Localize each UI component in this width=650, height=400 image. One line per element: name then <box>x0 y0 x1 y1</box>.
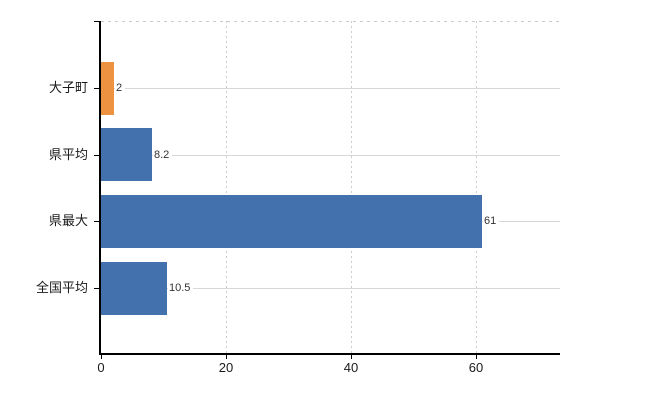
category-label-2: 県最大 <box>48 213 88 228</box>
bar-2 <box>101 195 482 248</box>
horizontal-gridline-3 <box>101 288 560 289</box>
y-axis-end-tick <box>94 21 99 22</box>
category-label-0: 大子町 <box>48 80 88 95</box>
value-label-3: 10.5 <box>168 281 194 295</box>
category-label-1: 県平均 <box>48 147 88 162</box>
horizontal-gridline-1 <box>101 155 560 156</box>
x-tick-2 <box>351 355 352 359</box>
x-tick-0 <box>101 355 102 359</box>
bar-0 <box>101 62 114 115</box>
category-label-3: 全国平均 <box>35 280 88 295</box>
x-tick-label-3: 60 <box>468 360 484 375</box>
x-tick-label-2: 40 <box>343 360 359 375</box>
y-tick-0 <box>94 88 99 89</box>
value-label-0: 2 <box>115 81 126 95</box>
value-label-1: 8.2 <box>153 148 173 162</box>
x-tick-3 <box>476 355 477 359</box>
vertical-gridline-3 <box>476 21 477 353</box>
y-tick-3 <box>94 288 99 289</box>
y-axis-line <box>99 21 101 355</box>
horizontal-gridline-0 <box>101 88 560 89</box>
value-label-2: 61 <box>483 214 500 228</box>
x-tick-label-1: 20 <box>218 360 234 375</box>
x-tick-label-0: 0 <box>97 360 105 375</box>
x-axis-line <box>99 353 560 355</box>
y-tick-2 <box>94 221 99 222</box>
bar-1 <box>101 128 152 181</box>
bar-3 <box>101 262 167 315</box>
x-tick-1 <box>226 355 227 359</box>
plot-top-border <box>101 21 560 22</box>
vertical-gridline-2 <box>351 21 352 353</box>
y-tick-1 <box>94 155 99 156</box>
vertical-gridline-1 <box>226 21 227 353</box>
